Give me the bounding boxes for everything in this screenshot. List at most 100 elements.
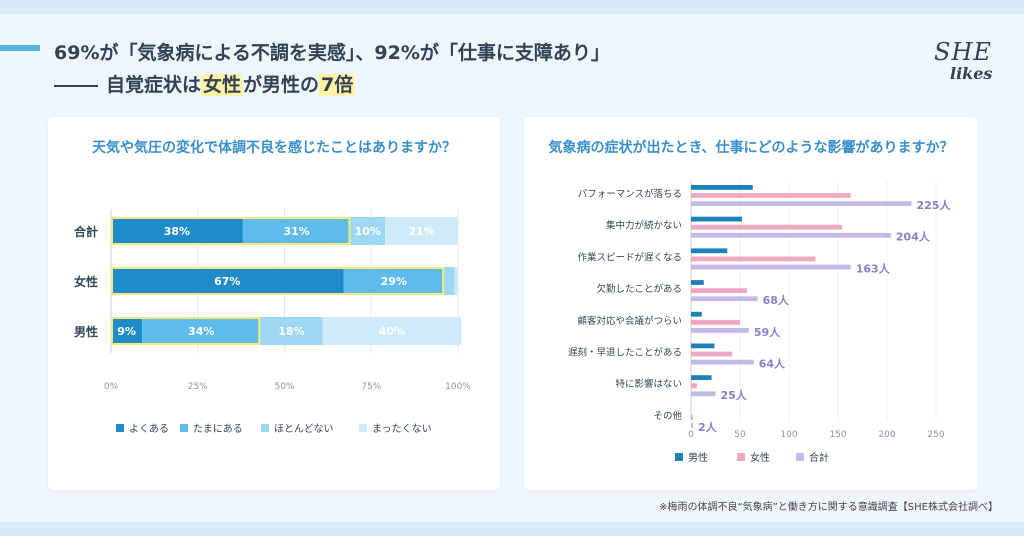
bar bbox=[691, 264, 851, 270]
bar-segment bbox=[111, 317, 143, 345]
chart2-title: 気象病の症状が出たとき、仕事にどのような影響がありますか？ bbox=[548, 140, 954, 156]
bar bbox=[691, 351, 733, 357]
bar bbox=[691, 288, 747, 293]
total-label: 204人 bbox=[896, 230, 931, 244]
highlight-outline bbox=[111, 217, 351, 245]
category-label: パフォーマンスが落ちる bbox=[578, 188, 682, 200]
category-label: その他 bbox=[653, 410, 682, 422]
stacked-bar-chart: 0% 25% 50% 75% 100% 合計 38% 31% 10% 21% 女性 67% 29% 男性 9… bbox=[74, 209, 471, 435]
bar-segment bbox=[111, 217, 243, 245]
bar bbox=[691, 311, 702, 317]
x-tick-label: 75% bbox=[361, 382, 381, 392]
category-label: 顧客対応や会議がつらい bbox=[577, 315, 682, 327]
x-tick-label: 0% bbox=[104, 382, 119, 392]
x-tick-label: 0 bbox=[688, 430, 694, 440]
bar bbox=[691, 423, 693, 428]
legend-swatch bbox=[359, 424, 367, 432]
x-tick-label: 100% bbox=[445, 382, 471, 392]
logo-line1: SHE bbox=[934, 38, 992, 66]
x-tick-label: 25% bbox=[188, 382, 208, 392]
bar-segment bbox=[111, 267, 344, 295]
bar bbox=[691, 343, 715, 349]
bar bbox=[691, 375, 712, 380]
subtitle-highlight-2: 7倍 bbox=[319, 74, 356, 96]
page-subtitle: 自覚症状は 女性 が男性の 7倍 bbox=[54, 70, 356, 97]
legend-label: まったくない bbox=[372, 423, 432, 435]
bar-segment bbox=[322, 317, 462, 345]
x-tick-label: 150 bbox=[829, 430, 846, 440]
x-tick-label: 250 bbox=[927, 430, 944, 440]
subtitle-dash bbox=[54, 84, 98, 87]
bar-segment bbox=[444, 267, 455, 295]
category-label: 作業スピードが遅くなる bbox=[577, 251, 682, 263]
she-likes-logo: SHE likes bbox=[928, 38, 998, 94]
bar-segment bbox=[343, 267, 445, 295]
legend-swatch bbox=[116, 424, 124, 432]
bar bbox=[691, 280, 704, 285]
top-band bbox=[0, 0, 1024, 14]
legend-swatch bbox=[737, 453, 745, 461]
chart1-title: 天気や気圧の変化で体調不良を感じたことはありますか？ bbox=[92, 140, 456, 156]
x-tick-label: 50% bbox=[274, 382, 294, 392]
x-tick-label: 200 bbox=[878, 430, 895, 440]
logo-line2: likes bbox=[950, 64, 993, 83]
x-tick-label: 100 bbox=[780, 430, 797, 440]
highlight-outline bbox=[111, 267, 445, 295]
bar bbox=[691, 216, 742, 222]
total-label: 25人 bbox=[721, 388, 748, 402]
data-label: 9% bbox=[117, 325, 136, 338]
bar bbox=[691, 328, 749, 333]
data-label: 67% bbox=[214, 275, 240, 288]
data-label: 29% bbox=[381, 275, 407, 288]
total-label: 2人 bbox=[698, 420, 718, 434]
data-label: 40% bbox=[379, 325, 405, 338]
bar bbox=[691, 383, 697, 389]
data-label: 38% bbox=[164, 225, 190, 238]
legend-swatch bbox=[796, 453, 804, 461]
category-label: 欠勤したことがある bbox=[596, 283, 682, 295]
legend-swatch bbox=[261, 424, 269, 432]
category-label: 遅刻・早退したことがある bbox=[568, 347, 682, 359]
category-label: 合計 bbox=[74, 224, 98, 239]
chart-card-work-impact: 気象病の症状が出たとき、仕事にどのような影響がありますか？ 0 50 100 150 2… bbox=[524, 117, 978, 490]
total-label: 163人 bbox=[856, 261, 891, 275]
total-label: 225人 bbox=[917, 198, 952, 212]
category-label: 特に影響はない bbox=[615, 378, 682, 390]
highlight-outline bbox=[111, 317, 261, 345]
x-tick-label: 50 bbox=[734, 430, 746, 440]
legend-label: 女性 bbox=[750, 451, 770, 464]
data-label: 18% bbox=[278, 325, 304, 338]
bar bbox=[691, 185, 753, 190]
bar-segment bbox=[454, 267, 458, 295]
bottom-band bbox=[0, 522, 1024, 536]
bar bbox=[691, 232, 891, 238]
bar bbox=[691, 296, 758, 302]
total-label: 64人 bbox=[759, 357, 786, 371]
bar bbox=[691, 248, 728, 254]
bar bbox=[691, 319, 740, 325]
title-accent-bar bbox=[0, 45, 40, 51]
bar bbox=[691, 201, 912, 206]
bar-segment bbox=[350, 217, 386, 245]
legend-label: ほとんどない bbox=[274, 423, 334, 435]
category-label: 集中力が続かない bbox=[606, 220, 682, 232]
bar bbox=[691, 391, 716, 397]
bar-segment bbox=[242, 217, 351, 245]
subtitle-text-2: が男性の bbox=[243, 74, 320, 96]
subtitle-highlight-1: 女性 bbox=[201, 74, 244, 96]
bar-segment bbox=[385, 217, 458, 245]
data-label: 31% bbox=[283, 225, 309, 238]
total-label: 59人 bbox=[754, 325, 781, 339]
chart-card-symptoms: 天気や気圧の変化で体調不良を感じたことはありますか？ 0% 25% 50% 75% 10… bbox=[48, 117, 500, 490]
legend-label: よくある bbox=[129, 423, 169, 435]
legend-swatch bbox=[675, 453, 683, 461]
total-label: 68人 bbox=[763, 293, 790, 307]
bar bbox=[691, 256, 816, 262]
bar bbox=[691, 224, 842, 230]
data-label: 21% bbox=[408, 225, 434, 238]
category-label: 女性 bbox=[74, 274, 98, 289]
legend-label: 合計 bbox=[809, 451, 829, 464]
bar-segment bbox=[260, 317, 323, 345]
page-title: 69%が「気象病による不調を実感」、92%が「仕事に支障あり」 bbox=[54, 42, 610, 64]
